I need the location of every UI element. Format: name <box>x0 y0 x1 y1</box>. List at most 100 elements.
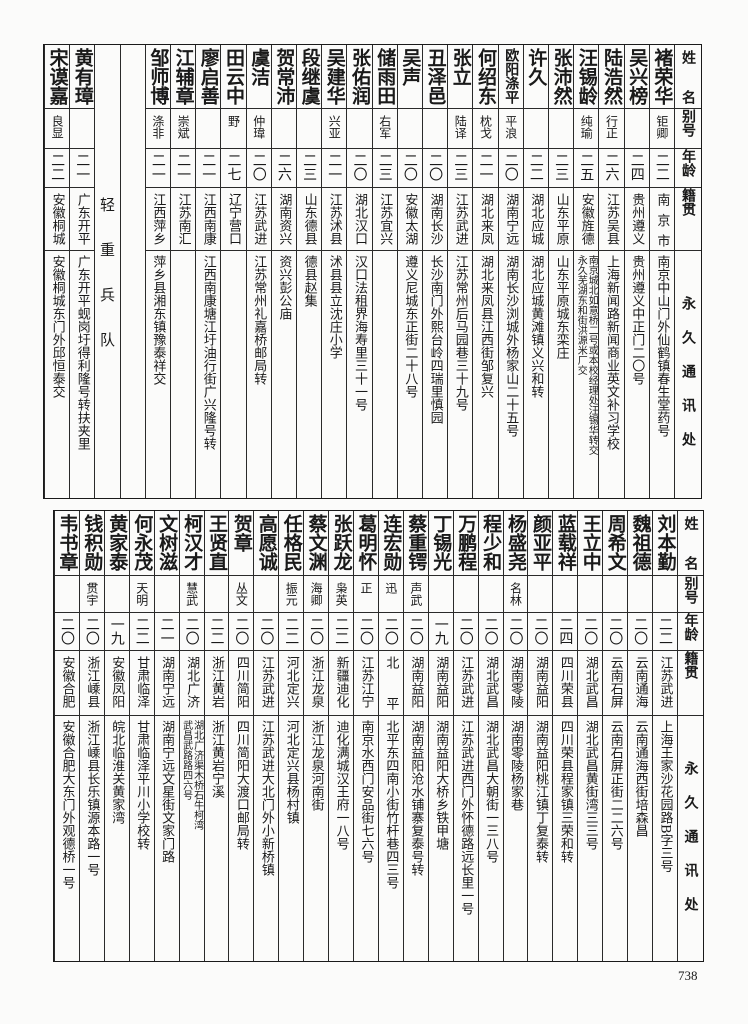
name-cell: 蔡重锷 <box>402 511 428 576</box>
name-cell: 何绍东 <box>472 45 498 109</box>
person-address: 南京水西门安品街七六号 <box>358 720 374 863</box>
age-cell: 二〇 <box>396 149 422 188</box>
alias-cell: 崇斌 <box>170 109 196 149</box>
alias-cell <box>577 576 603 613</box>
person-age: 二〇 <box>258 617 275 645</box>
native-place-cell: 四川荣县 <box>552 651 578 716</box>
person-address: 长沙南门外熙台岭四瑞里慎园 <box>427 255 443 424</box>
person-age: 二六 <box>603 153 620 181</box>
person-age: 二〇 <box>632 617 649 645</box>
person-native-place: 湖南长沙 <box>427 193 443 245</box>
person-name: 张沛然 <box>550 48 573 105</box>
person-address: 云南石屏正街二二六号 <box>607 720 623 850</box>
alias-cell: 行正 <box>598 109 624 149</box>
person-alias: 行正 <box>604 115 619 139</box>
person-address-alt: 武昌武路路四六号 <box>180 720 192 800</box>
alias-cell: 迅 <box>377 576 403 613</box>
alias-cell: 野 <box>220 109 246 149</box>
address-cell: 山东平原城东栾庄 <box>548 251 573 498</box>
person-native-place: 江苏武进 <box>251 193 267 245</box>
person-native-place: 贵州遵义 <box>629 193 645 245</box>
person-name: 汪锡龄 <box>575 48 598 105</box>
person-age: 二〇 <box>233 617 250 645</box>
person-age: 二〇 <box>582 617 599 645</box>
native-place-cell: 云南通海 <box>627 651 653 716</box>
person-address: 湖北广济渠木桥石牛柯湾 <box>191 720 203 830</box>
person-name: 魏祖德 <box>629 514 652 571</box>
person-native-place: 浙江嵊县 <box>84 656 100 708</box>
name-cell: 钱积勋 <box>78 511 104 576</box>
person-address: 江苏常州礼嘉桥邮局转 <box>251 255 267 385</box>
person-name: 廖启善 <box>197 48 220 105</box>
alias-cell: 丛文 <box>228 576 254 613</box>
person-name: 柯汉才 <box>181 514 204 571</box>
person-alias: 崇斌 <box>176 115 191 139</box>
name-cell: 王贤直 <box>203 511 229 576</box>
person-name: 褚荣华 <box>651 48 674 105</box>
person-name: 储雨田 <box>374 48 397 105</box>
age-cell: 二〇 <box>402 613 428 651</box>
person-age: 二〇 <box>183 617 200 645</box>
age-cell: 二〇 <box>303 613 329 651</box>
address-cell: 长沙南门外熙台岭四瑞里慎园 <box>422 251 447 498</box>
person-name: 蔡文渊 <box>305 514 328 571</box>
name-cell: 韦书章 <box>54 511 79 576</box>
name-cell: 蔡文渊 <box>303 511 329 576</box>
person-name: 何绍东 <box>475 48 497 105</box>
name-cell: 黄家泰 <box>103 511 129 576</box>
person-alias: 贯宇 <box>84 582 99 606</box>
person-address: 广东开平蚬岗圩得利隆号转扶夹里 <box>74 255 90 450</box>
person-alias: 枭英 <box>334 582 349 606</box>
alias-cell: 兴亚 <box>321 109 347 149</box>
age-cell: 一九 <box>103 613 129 651</box>
address-cell: 江西南康塘江圩油行街广兴隆号转 <box>195 251 220 498</box>
alias-cell <box>153 576 179 613</box>
person-name: 黄有璋 <box>71 48 94 105</box>
person-address: 南京城北如意桥二号或本校经理处汪锡华转交 <box>586 255 598 455</box>
native-place-cell: 江苏吴县 <box>598 188 624 251</box>
age-cell: 二三 <box>296 149 322 188</box>
person-address-alt: 永久芜湖东和街洪源米厂交 <box>575 255 587 375</box>
address-cell: 浙江嵊县长乐镇源本路一号 <box>78 716 104 961</box>
person-native-place: 云南石屏 <box>607 656 623 708</box>
person-age: 二二 <box>208 617 225 645</box>
person-name: 段继虞 <box>298 48 321 105</box>
person-name: 江辅章 <box>172 48 195 105</box>
native-place-cell: 湖北应城 <box>522 188 548 251</box>
person-alias: 枕戈 <box>478 115 493 139</box>
person-age: 二五 <box>578 153 595 181</box>
age-cell: 二〇 <box>422 149 448 188</box>
header-age: 年龄 <box>677 613 703 651</box>
age-cell: 二六 <box>270 149 296 188</box>
native-place-cell: 江苏沭县 <box>321 188 347 251</box>
name-cell: 蓝载祥 <box>552 511 578 576</box>
age-cell: 二二 <box>44 149 70 188</box>
person-name: 刘本勤 <box>654 514 677 571</box>
person-native-place: 湖北来凤 <box>478 193 493 245</box>
native-place-cell: 浙江嵊县 <box>78 651 104 716</box>
person-native-place: 四川简阳 <box>233 656 249 708</box>
native-place-cell: 贵州遵义 <box>623 188 649 251</box>
person-age: 二〇 <box>351 153 368 181</box>
person-age: 二〇 <box>358 617 374 645</box>
person-alias: 迅 <box>383 582 398 594</box>
person-address: 甘肃临泽平川小学校转 <box>134 720 150 850</box>
address-cell: 湖南宁远文星街文家门路 <box>153 716 179 961</box>
native-place-cell: 湖南长沙 <box>422 188 448 251</box>
person-address: 汉口法租界海寿里三十一号 <box>352 255 367 411</box>
alias-cell <box>477 576 503 613</box>
person-age: 二二 <box>657 617 674 645</box>
person-age: 二一 <box>200 153 217 181</box>
name-cell: 杨盛尧 <box>502 511 528 576</box>
age-cell: 二五 <box>573 149 599 188</box>
person-native-place: 江苏武进 <box>458 656 474 708</box>
age-cell: 二七 <box>220 149 246 188</box>
person-name: 虞洁 <box>248 48 271 86</box>
person-age: 二〇 <box>83 617 100 645</box>
native-place-cell: 浙江黄岩 <box>203 651 229 716</box>
age-cell: 二〇 <box>178 613 204 651</box>
alias-cell <box>270 109 296 149</box>
native-place-cell: 江苏南汇 <box>170 188 196 251</box>
name-cell: 黄有璋 <box>69 45 95 109</box>
address-cell: 云南通海西街培森昌 <box>627 716 652 961</box>
